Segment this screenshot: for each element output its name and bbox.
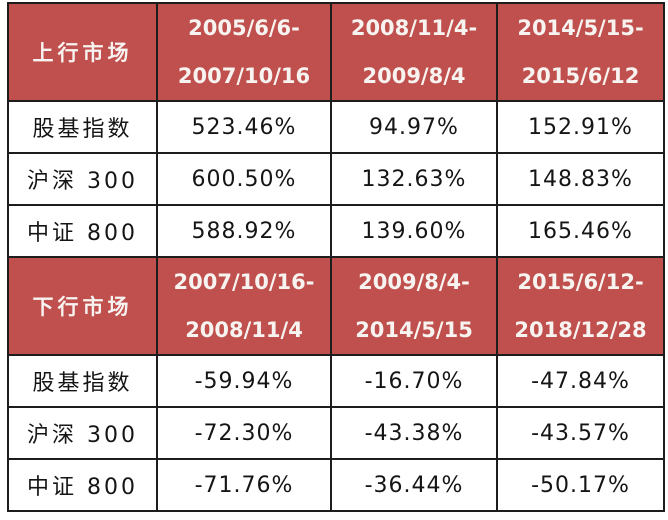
value-cell: -16.70%	[330, 354, 498, 408]
period-start: 2008/11/4-	[350, 15, 478, 40]
table-row: 中证 800 588.92% 139.60% 165.46%	[7, 204, 665, 258]
value-cell: -43.57%	[496, 406, 665, 460]
value-cell: 132.63%	[330, 152, 498, 206]
period-end: 2015/6/12	[521, 63, 640, 88]
table-row: 股基指数 -59.94% -16.70% -47.84%	[7, 354, 665, 408]
row-label: 股基指数	[7, 100, 158, 154]
value-cell: 165.46%	[496, 204, 665, 258]
period-start: 2014/5/15-	[517, 15, 644, 40]
table-row: 沪深 300 -72.30% -43.38% -43.57%	[7, 406, 665, 460]
row-label: 沪深 300	[7, 152, 158, 206]
period-start: 2007/10/16-	[173, 269, 315, 294]
value-cell: 588.92%	[156, 204, 332, 258]
period-cell: 2015/6/12- 2018/12/28	[496, 256, 665, 356]
period-cell: 2008/11/4- 2009/8/4	[330, 2, 498, 102]
period-cell: 2005/6/6- 2007/10/16	[156, 2, 332, 102]
row-label: 股基指数	[7, 354, 158, 408]
market-performance-table: 上行市场 2005/6/6- 2007/10/16 2008/11/4- 200…	[7, 2, 665, 512]
value-cell: -59.94%	[156, 354, 332, 408]
row-label: 中证 800	[7, 204, 158, 258]
value-cell: -50.17%	[496, 458, 665, 512]
period-end: 2018/12/28	[514, 317, 647, 342]
down-market-header-row: 下行市场 2007/10/16- 2008/11/4 2009/8/4- 201…	[7, 256, 665, 356]
period-cell: 2009/8/4- 2014/5/15	[330, 256, 498, 356]
period-end: 2007/10/16	[177, 63, 311, 88]
down-market-label: 下行市场	[7, 256, 158, 356]
value-cell: -71.76%	[156, 458, 332, 512]
period-end: 2008/11/4	[185, 317, 303, 342]
period-start: 2005/6/6-	[188, 15, 300, 40]
value-cell: 523.46%	[156, 100, 332, 154]
table-row: 中证 800 -71.76% -36.44% -50.17%	[7, 458, 665, 512]
value-cell: 152.91%	[496, 100, 665, 154]
period-end: 2014/5/15	[355, 317, 473, 342]
value-cell: 148.83%	[496, 152, 665, 206]
period-start: 2009/8/4-	[358, 269, 470, 294]
value-cell: -43.38%	[330, 406, 498, 460]
value-cell: 94.97%	[330, 100, 498, 154]
period-cell: 2007/10/16- 2008/11/4	[156, 256, 332, 356]
period-start: 2015/6/12-	[517, 269, 644, 294]
table-row: 沪深 300 600.50% 132.63% 148.83%	[7, 152, 665, 206]
table-row: 股基指数 523.46% 94.97% 152.91%	[7, 100, 665, 154]
period-cell: 2014/5/15- 2015/6/12	[496, 2, 665, 102]
value-cell: 139.60%	[330, 204, 498, 258]
row-label: 沪深 300	[7, 406, 158, 460]
up-market-label: 上行市场	[7, 2, 158, 102]
value-cell: -72.30%	[156, 406, 332, 460]
value-cell: 600.50%	[156, 152, 332, 206]
value-cell: -47.84%	[496, 354, 665, 408]
up-market-header-row: 上行市场 2005/6/6- 2007/10/16 2008/11/4- 200…	[7, 2, 665, 102]
row-label: 中证 800	[7, 458, 158, 512]
value-cell: -36.44%	[330, 458, 498, 512]
period-end: 2009/8/4	[362, 63, 466, 88]
